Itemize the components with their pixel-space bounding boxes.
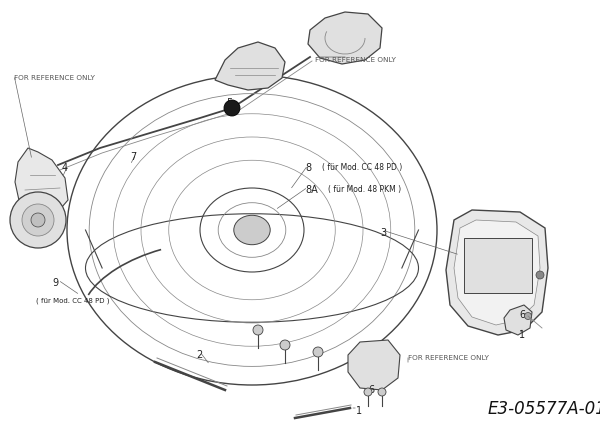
- Polygon shape: [348, 340, 400, 390]
- Polygon shape: [215, 42, 285, 90]
- Text: 4: 4: [62, 163, 68, 173]
- Polygon shape: [454, 220, 540, 325]
- Polygon shape: [15, 148, 68, 218]
- Circle shape: [253, 325, 263, 335]
- Text: ( für Mod. CC 48 PD ): ( für Mod. CC 48 PD ): [322, 163, 402, 172]
- Text: 2: 2: [196, 350, 202, 360]
- Circle shape: [378, 388, 386, 396]
- Text: 3: 3: [380, 228, 386, 238]
- Circle shape: [536, 271, 544, 279]
- Text: FOR REFERENCE ONLY: FOR REFERENCE ONLY: [315, 57, 396, 63]
- Text: 9: 9: [52, 278, 58, 288]
- Text: ( für Mod. CC 48 PD ): ( für Mod. CC 48 PD ): [36, 298, 110, 304]
- Circle shape: [22, 204, 54, 236]
- FancyBboxPatch shape: [464, 238, 532, 293]
- Circle shape: [280, 340, 290, 350]
- Text: 8: 8: [305, 163, 311, 173]
- Circle shape: [10, 192, 66, 248]
- Polygon shape: [504, 305, 532, 335]
- Text: 6: 6: [368, 385, 374, 395]
- Circle shape: [364, 388, 372, 396]
- Text: FOR REFERENCE ONLY: FOR REFERENCE ONLY: [408, 355, 489, 361]
- Text: 6: 6: [519, 310, 525, 320]
- Polygon shape: [446, 210, 548, 335]
- Circle shape: [31, 213, 45, 227]
- Text: FOR REFERENCE ONLY: FOR REFERENCE ONLY: [14, 75, 95, 81]
- Text: 5: 5: [226, 98, 232, 108]
- Text: 1: 1: [356, 406, 362, 416]
- Circle shape: [524, 312, 532, 320]
- Circle shape: [224, 100, 240, 116]
- Polygon shape: [308, 12, 382, 64]
- Text: E3-05577A-01: E3-05577A-01: [488, 400, 600, 418]
- Circle shape: [313, 347, 323, 357]
- Text: 8A: 8A: [305, 185, 318, 195]
- Text: 7: 7: [130, 152, 136, 162]
- Text: 1: 1: [519, 330, 525, 340]
- Ellipse shape: [234, 215, 270, 245]
- Text: ( für Mod. 48 PKM ): ( für Mod. 48 PKM ): [328, 185, 401, 194]
